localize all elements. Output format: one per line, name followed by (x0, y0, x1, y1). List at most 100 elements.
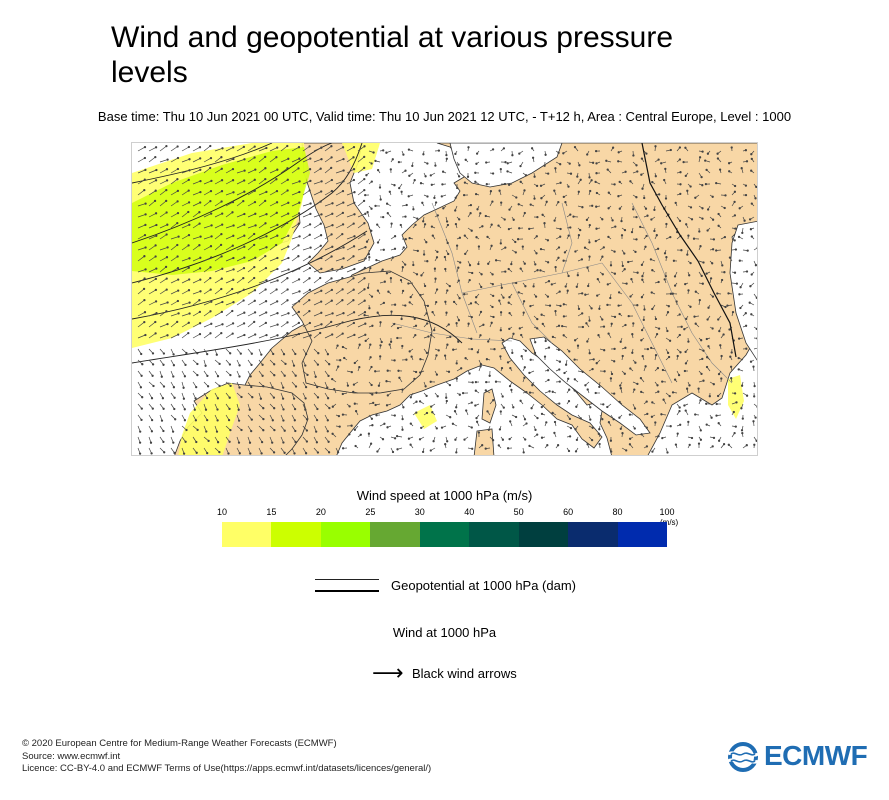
wind-arrow-head (591, 204, 594, 207)
wind-arrow-head (352, 168, 356, 171)
wind-arrow (170, 290, 179, 295)
wind-arrow-head (419, 358, 422, 361)
wind-arrow-head (174, 418, 177, 421)
wind-arrow-head (210, 179, 213, 183)
wind-arrow-head (395, 434, 399, 438)
wind-arrow-head (316, 396, 320, 399)
wind-arrow (236, 277, 244, 284)
wind-arrow-head (353, 235, 356, 238)
wind-arrow (181, 224, 190, 229)
wind-arrow-head (316, 407, 319, 411)
wind-arrow-head (735, 282, 739, 285)
wind-arrow-head (523, 366, 526, 369)
wind-arrow-head (529, 203, 532, 206)
wind-arrow-head (645, 152, 648, 155)
wind-arrow-head (374, 159, 377, 163)
wind-arrow-head (166, 301, 169, 304)
colorbar-segment (320, 522, 371, 547)
wind-arrow-head (286, 178, 289, 181)
wind-arrow (148, 190, 156, 196)
wind-arrow-head (492, 399, 495, 402)
wind-arrow-head (364, 339, 367, 343)
wind-arrow (159, 323, 168, 328)
wind-arrow-head (440, 426, 444, 429)
wind-arrow-head (734, 227, 737, 230)
wind-arrow (302, 224, 311, 229)
wind-arrow-head (520, 333, 523, 337)
wind-arrow-head (504, 161, 507, 164)
wind-arrow-head (738, 293, 741, 296)
wind-arrow (280, 312, 289, 317)
wind-arrow (203, 145, 211, 152)
wind-arrow-head (183, 408, 186, 411)
wind-arrow (159, 180, 168, 185)
wind-arrow-head (744, 149, 748, 152)
forecast-map[interactable] (131, 142, 758, 456)
wind-arrow-head (176, 200, 179, 203)
wind-arrow-head (717, 224, 720, 227)
wind-arrow-head (573, 339, 577, 342)
wind-arrow (357, 278, 365, 284)
wind-arrow (214, 168, 222, 174)
wind-arrow (203, 157, 212, 163)
wind-arrow-head (379, 344, 382, 347)
wind-arrow-head (151, 407, 154, 410)
wind-arrow (225, 279, 234, 284)
wind-arrow-head (618, 180, 621, 184)
wind-arrow-head (183, 375, 187, 378)
wind-arrow (247, 190, 255, 196)
wind-arrow (170, 256, 178, 262)
wind-arrow-head (150, 430, 154, 433)
wind-arrow-head (379, 321, 382, 324)
wind-arrow-head (206, 385, 210, 388)
wind-arrow-head (553, 420, 557, 424)
wind-arrow-head (688, 443, 691, 447)
wind-arrow-head (143, 178, 146, 181)
wind-arrow-head (466, 175, 470, 178)
wind-arrow-head (421, 450, 425, 454)
wind-arrow-head (271, 386, 274, 389)
wind-arrow-head (557, 348, 561, 352)
wind-arrow-head (276, 223, 279, 227)
ecmwf-logo[interactable]: ECMWF (726, 740, 876, 774)
wind-arrow-head (162, 440, 165, 444)
wind-arrow-head (413, 178, 416, 182)
wind-arrow-head (640, 263, 644, 267)
wind-arrow (214, 332, 222, 339)
wind-arrow-head (423, 284, 427, 288)
wind-arrow-head (431, 310, 434, 314)
wind-arrow-head (477, 262, 480, 266)
wind-arrow-head (480, 273, 483, 276)
wind-arrow-head (750, 202, 753, 205)
wind-arrow-head (422, 253, 426, 256)
wind-arrow-head (243, 190, 246, 193)
wind-arrow-head (446, 241, 449, 245)
wind-arrow-head (553, 219, 556, 222)
wind-arrow-head (413, 377, 416, 381)
wind-arrow (313, 245, 321, 251)
wind-arrow-head (231, 309, 234, 313)
wind-arrow (258, 235, 267, 240)
wind-arrow (291, 168, 299, 174)
wind-arrow-head (376, 168, 380, 172)
wind-arrow (214, 244, 222, 251)
wind-arrow-head (595, 162, 598, 165)
wind-arrow (236, 334, 245, 339)
wind-arrow-head (444, 443, 447, 446)
wind-arrow-head (491, 439, 495, 442)
wind-arrow-head (588, 223, 591, 227)
wind-arrow-head (352, 156, 355, 159)
wind-arrow (203, 289, 211, 295)
wind-arrow (137, 234, 146, 240)
wind-arrow (324, 321, 332, 328)
wind-arrow-head (515, 196, 518, 199)
wind-arrow-head (171, 430, 175, 433)
wind-arrow-head (689, 305, 692, 308)
wind-arrow-head (443, 354, 447, 357)
wind-arrow (214, 288, 222, 295)
wind-arrow-head (165, 277, 168, 280)
wind-arrow-head (654, 145, 657, 148)
wind-arrow-head (475, 162, 478, 165)
wind-arrow-head (412, 208, 415, 211)
wind-arrow-head (393, 235, 397, 238)
